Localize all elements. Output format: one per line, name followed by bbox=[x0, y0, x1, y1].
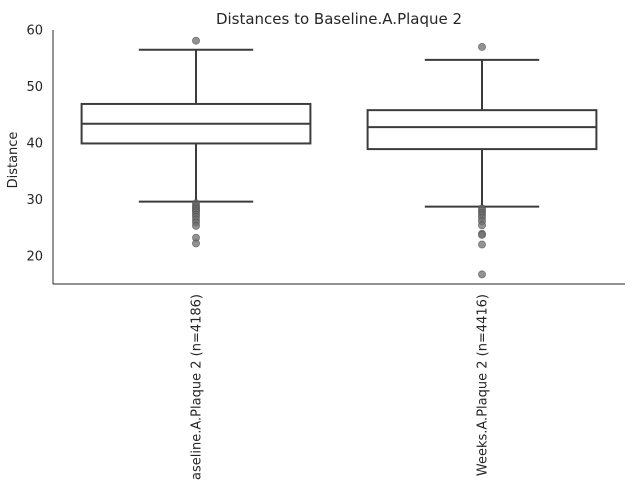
outlier-point bbox=[477, 240, 486, 249]
box bbox=[366, 109, 598, 151]
y-axis-label: Distance bbox=[6, 132, 21, 189]
outlier-point bbox=[477, 230, 486, 239]
outlier-point bbox=[477, 221, 486, 230]
chart-title: Distances to Baseline.A.Plaque 2 bbox=[216, 10, 462, 28]
x-tick-label: Baseline.A.Plaque 2 (n=4186) bbox=[190, 294, 205, 480]
y-tick-label: 60 bbox=[26, 24, 43, 39]
outlier-point bbox=[191, 239, 200, 248]
x-tick-label: Weeks.A.Plaque 2 (n=4416) bbox=[476, 294, 491, 476]
y-tick-label: 50 bbox=[26, 80, 43, 95]
y-tick-label: 20 bbox=[26, 249, 43, 264]
y-tick-label: 40 bbox=[26, 136, 43, 151]
outlier-point bbox=[191, 221, 200, 230]
outlier-point bbox=[477, 270, 486, 279]
y-tick-label: 30 bbox=[26, 193, 43, 208]
plot-area: 20 30 40 50 60 Baseline.A.Plaque 2 (n=4186) We… bbox=[26, 24, 625, 484]
outlier-point bbox=[191, 36, 200, 45]
outlier-point bbox=[477, 42, 486, 51]
